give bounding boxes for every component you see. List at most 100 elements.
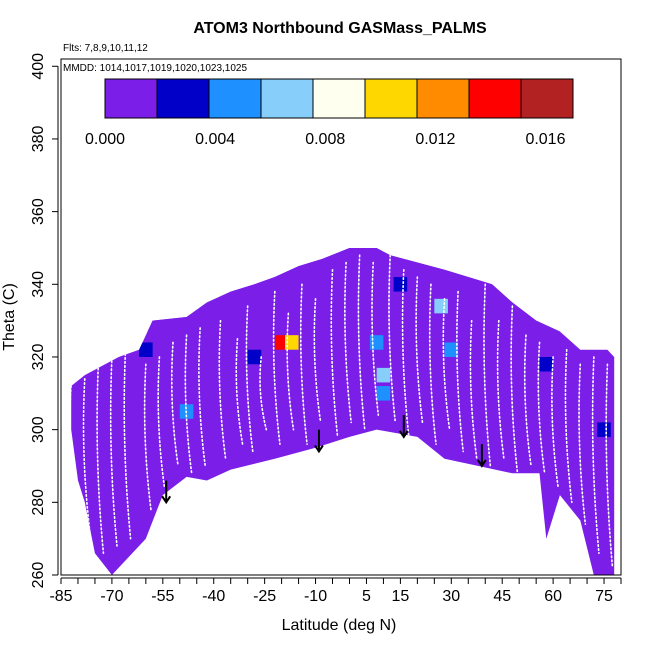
field-upper-cell: [244, 248, 255, 327]
enhancement-cell: [444, 342, 459, 357]
x-tick-label: -70: [100, 588, 123, 605]
x-tick-label: -85: [49, 588, 72, 605]
field-upper-cell: [386, 248, 398, 323]
flight-profile: [184, 334, 193, 475]
enhancement-cell: [434, 298, 448, 314]
colorbar-swatch: [105, 79, 158, 118]
field-upper-cell: [152, 248, 164, 332]
field-upper-cell: [335, 248, 347, 322]
y-tick-label: 300: [30, 416, 47, 443]
y-tick-label: 400: [30, 53, 47, 80]
field-upper-cell: [132, 248, 143, 333]
field-upper-cell: [162, 248, 174, 331]
field-upper-cell: [274, 248, 286, 325]
field-upper-cell: [529, 248, 541, 331]
field-upper-cell: [346, 248, 357, 321]
colorbar-swatch: [157, 79, 210, 118]
y-axis: 260 280 300 320 340 360 380 400: [30, 53, 59, 588]
flight-profile: [388, 254, 397, 424]
colorbar-tick-label: 0.016: [525, 131, 565, 148]
colorbar-swatch: [365, 79, 418, 118]
field-upper-cell: [549, 248, 561, 332]
flight-profile: [286, 312, 295, 431]
flight-profile: [157, 356, 166, 489]
field-upper-cell: [366, 248, 378, 322]
field-upper-cell: [610, 248, 615, 335]
field-upper-cell: [570, 248, 581, 333]
field-upper-cell: [478, 248, 490, 328]
field-upper-cell: [91, 248, 103, 335]
flight-profile: [591, 356, 600, 554]
arrow-head: [477, 459, 487, 468]
flight-profile: [401, 268, 410, 438]
field-upper-cell: [122, 248, 133, 333]
x-tick-label: -25: [253, 588, 276, 605]
flight-profile: [245, 305, 254, 453]
x-tick-label: -55: [151, 588, 174, 605]
arrow-head: [398, 430, 409, 439]
flight-profile: [299, 283, 308, 445]
colorbar-swatch: [521, 79, 574, 118]
y-axis-label: Theta (C): [1, 283, 18, 351]
arrow: [477, 444, 487, 468]
flight-profile: [442, 298, 451, 431]
field-upper-cell: [295, 248, 306, 324]
field-upper-cell: [539, 248, 551, 331]
field-upper-cell: [111, 248, 123, 334]
field-upper-cell: [71, 248, 82, 336]
field-upper-cell: [173, 248, 184, 331]
enhancement-cell: [393, 277, 408, 292]
field-upper-cell: [81, 248, 93, 335]
field-upper-cell: [458, 248, 469, 327]
flight-profile: [551, 356, 560, 489]
field-upper-cell: [315, 248, 327, 323]
field-upper-cell: [285, 248, 296, 325]
x-tick-label: -10: [304, 588, 327, 605]
flight-profile: [330, 268, 339, 438]
x-tick-label: 45: [493, 588, 511, 605]
colorbar-tick-label: 0.004: [195, 131, 235, 148]
arrow: [161, 480, 172, 505]
flight-profile: [415, 276, 424, 424]
enhancement-cell: [539, 356, 554, 372]
flight-profile: [605, 363, 614, 569]
flight-profile: [428, 283, 437, 445]
field-upper-cell: [183, 248, 194, 330]
flight-profile: [357, 254, 366, 431]
field-upper-cell: [580, 248, 591, 333]
colorbar-swatch: [313, 79, 366, 118]
colorbar-swatch: [417, 79, 470, 118]
enhancement-cell: [376, 386, 391, 401]
x-axis: -85 -70 -55 -40 -25 -10 5 15 30 45 60 75: [49, 577, 622, 605]
flight-profile: [371, 261, 380, 416]
field-upper-cell: [356, 248, 367, 321]
colorbar-tick-label: 0.012: [415, 131, 455, 148]
field-upper-cell: [325, 248, 337, 322]
colorbar-labels: 0.000 0.004 0.008 0.012 0.016: [85, 131, 566, 148]
flight-profile: [170, 341, 179, 467]
flight-profile: [456, 290, 464, 453]
field-upper-cell: [509, 248, 520, 330]
colorbar-frame: [104, 78, 574, 119]
flight-profile: [218, 319, 227, 460]
field-upper-cell: [264, 248, 276, 326]
arrow: [398, 415, 409, 439]
field-upper-cell: [203, 248, 215, 329]
y-tick-label: 320: [30, 344, 47, 371]
enhancement-cells: [139, 277, 611, 437]
flight-profile: [313, 298, 322, 424]
x-tick-label: 60: [544, 588, 562, 605]
enhancement-cell: [597, 422, 611, 437]
field-upper-cell: [600, 248, 612, 335]
field-upper-cell: [223, 248, 235, 328]
y-tick-label: 340: [30, 271, 47, 298]
field-upper-cell: [590, 248, 602, 334]
field-upper-cell: [142, 248, 154, 332]
plot-frame: [60, 58, 622, 576]
enhancement-cell: [247, 349, 262, 365]
field-upper-cell: [559, 248, 571, 332]
colorbar-swatch: [469, 79, 522, 118]
arrow-head: [314, 444, 324, 454]
field-upper-cell: [213, 248, 225, 328]
